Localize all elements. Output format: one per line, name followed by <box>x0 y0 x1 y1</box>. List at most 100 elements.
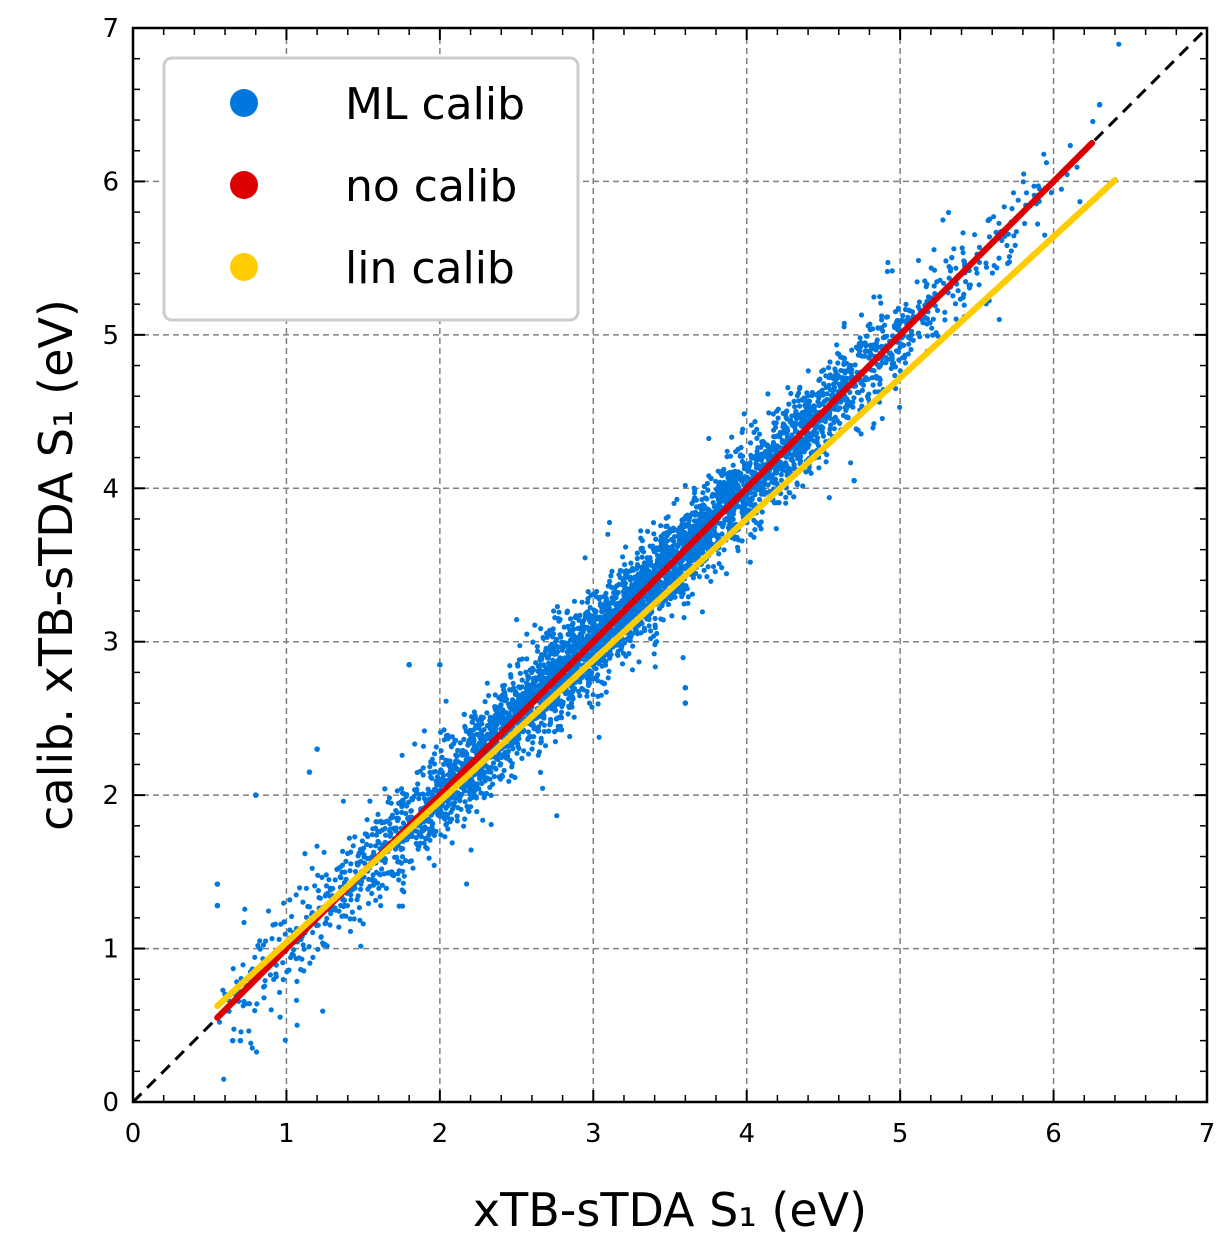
ml-calib-point <box>554 701 560 707</box>
ml-calib-point <box>391 825 397 831</box>
ml-calib-point <box>586 700 593 706</box>
ml-calib-point <box>577 632 584 638</box>
ml-calib-point <box>917 334 923 340</box>
ml-calib-point <box>320 1008 326 1014</box>
ml-calib-point <box>341 902 347 908</box>
ml-calib-point <box>831 426 838 432</box>
ml-calib-point <box>455 747 461 754</box>
ml-calib-point <box>880 328 886 334</box>
ml-calib-point <box>949 255 955 261</box>
ml-calib-point <box>972 232 978 238</box>
ml-calib-point <box>667 545 673 551</box>
ml-calib-point <box>328 910 334 917</box>
ml-calib-point <box>609 568 615 574</box>
ml-calib-point <box>1008 248 1014 254</box>
ml-calib-point <box>585 596 591 602</box>
ml-calib-point <box>586 628 592 634</box>
ml-calib-point <box>756 431 763 437</box>
ml-calib-point <box>721 479 727 485</box>
ml-calib-point <box>262 983 268 989</box>
ml-calib-point <box>369 832 375 838</box>
ml-calib-point <box>567 644 574 651</box>
ml-calib-point <box>675 542 681 549</box>
ml-calib-point <box>762 477 768 483</box>
ml-calib-point <box>826 430 833 436</box>
ml-calib-point <box>405 815 411 821</box>
ml-calib-point <box>470 732 476 738</box>
ml-calib-point <box>746 501 753 507</box>
ml-calib-point <box>943 258 949 264</box>
ml-calib-point <box>765 482 771 488</box>
ml-calib-point <box>536 728 542 734</box>
ml-calib-point <box>558 661 565 668</box>
ml-calib-point <box>805 368 811 374</box>
ml-calib-point <box>291 947 297 953</box>
ml-calib-point <box>974 270 980 276</box>
ml-calib-point <box>771 434 777 440</box>
ml-calib-point <box>1004 242 1010 249</box>
ml-calib-point <box>516 657 523 663</box>
ml-calib-point <box>983 264 990 270</box>
ml-calib-point <box>585 682 592 689</box>
ml-calib-point <box>385 799 391 805</box>
ml-calib-point <box>820 401 826 407</box>
ml-calib-point <box>996 255 1002 261</box>
ml-calib-point <box>319 874 325 881</box>
ml-calib-point <box>277 989 283 996</box>
ml-calib-point <box>799 414 806 420</box>
ml-calib-point <box>685 600 691 606</box>
ml-calib-point <box>783 494 789 500</box>
ml-calib-point <box>340 848 346 855</box>
ml-calib-point <box>796 390 802 396</box>
ml-calib-point <box>572 685 578 692</box>
ml-calib-point <box>293 892 299 898</box>
ml-calib-point <box>466 741 472 747</box>
ml-calib-point <box>300 942 306 948</box>
ml-calib-point <box>1043 160 1050 166</box>
ml-calib-point <box>636 585 642 591</box>
ml-calib-point <box>576 617 582 623</box>
ml-calib-point <box>492 765 498 771</box>
ml-calib-point <box>607 608 613 614</box>
ml-calib-point <box>575 644 581 650</box>
ml-calib-point <box>673 527 679 533</box>
ml-calib-point <box>898 317 905 323</box>
ml-calib-point <box>639 545 645 551</box>
ml-calib-point <box>394 788 400 794</box>
ml-calib-point <box>252 954 258 960</box>
ml-calib-point <box>681 615 687 621</box>
ml-calib-point <box>692 495 698 501</box>
ml-calib-point <box>471 748 477 754</box>
ml-calib-point <box>606 668 612 674</box>
ml-calib-point <box>492 725 498 731</box>
ml-calib-point <box>953 265 959 271</box>
ml-calib-point <box>492 692 498 698</box>
ml-calib-point <box>832 379 839 385</box>
ml-calib-point <box>556 618 562 624</box>
ml-calib-point <box>332 877 338 883</box>
ml-calib-point <box>859 403 865 409</box>
ml-calib-point <box>628 612 634 618</box>
ml-calib-point <box>562 674 569 680</box>
ml-calib-point <box>691 490 698 496</box>
ml-calib-point <box>602 658 608 664</box>
ml-calib-point <box>231 1026 237 1032</box>
ml-calib-point <box>501 767 507 774</box>
ml-calib-point <box>903 301 909 307</box>
ml-calib-point <box>1067 142 1073 149</box>
ml-calib-point <box>1074 164 1080 170</box>
ml-calib-point <box>803 469 809 475</box>
ml-calib-point <box>238 1029 244 1035</box>
ml-calib-point <box>877 377 883 383</box>
ml-calib-point <box>287 897 293 903</box>
ml-calib-point <box>929 325 935 331</box>
ml-calib-point <box>567 689 574 696</box>
ml-calib-point <box>795 455 801 462</box>
ml-calib-point <box>1058 186 1064 192</box>
ml-calib-point <box>628 560 634 566</box>
ml-calib-point <box>710 564 717 570</box>
ml-calib-point <box>360 921 366 927</box>
ml-calib-point <box>443 698 449 704</box>
ml-calib-point <box>421 728 427 734</box>
ml-calib-point <box>605 531 611 537</box>
